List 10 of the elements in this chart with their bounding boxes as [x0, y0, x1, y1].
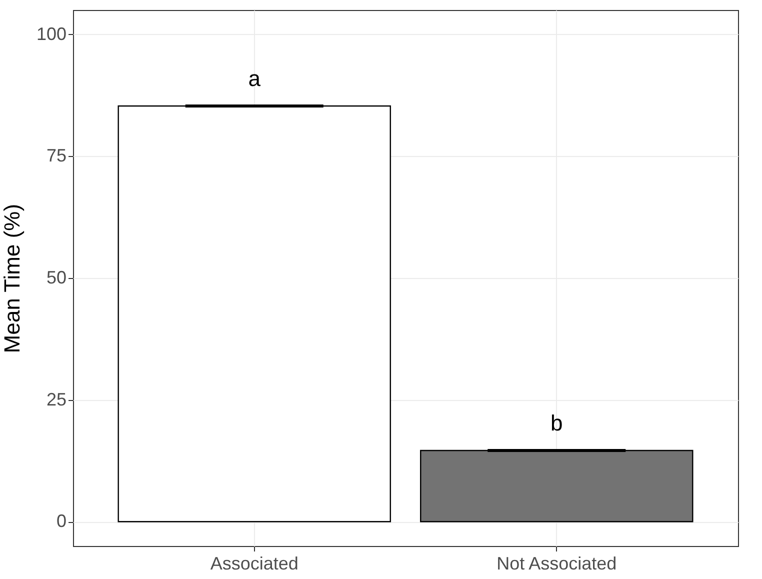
x-tick-label: Not Associated [496, 554, 617, 574]
y-tick-label: 50 [46, 268, 66, 288]
y-tick-label: 25 [46, 389, 66, 410]
x-tick-label: Associated [210, 554, 298, 574]
annotation: a [248, 66, 262, 92]
y-tick-label: 100 [36, 24, 66, 44]
y-tick-label: 0 [56, 511, 66, 532]
y-tick-label: 75 [46, 146, 66, 166]
y-axis-title: Mean Time (%) [0, 204, 24, 354]
annotation: b [550, 410, 563, 436]
